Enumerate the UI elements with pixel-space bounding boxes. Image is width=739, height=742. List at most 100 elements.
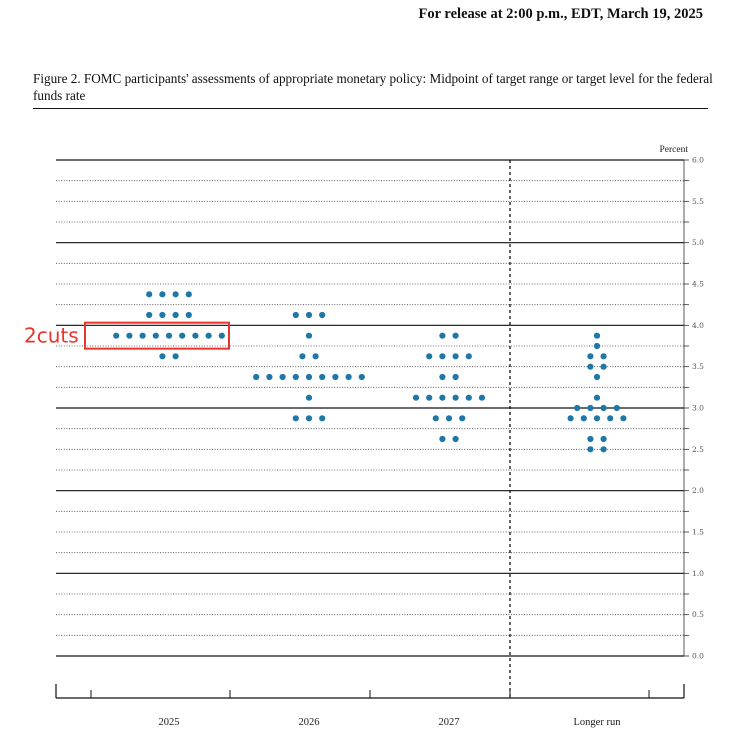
dot-longer-run [600,363,607,370]
dot-2025 [192,332,199,339]
caption-rule [33,108,708,109]
y-axis-unit-label: Percent [660,145,689,155]
y-tick-label: 2.5 [692,445,704,454]
dot-2025 [126,332,133,339]
dot-2027 [452,332,459,339]
dots-layer [113,291,627,453]
dot-longer-run [587,363,594,370]
dot-2025 [146,311,153,319]
dot-longer-run [593,373,601,381]
dot-2025 [159,311,166,319]
dot-2026 [305,332,313,339]
dot-2026 [253,373,260,381]
y-tick-label: 5.0 [692,238,704,247]
figure-caption: Figure 2. FOMC participants' assessments… [33,71,713,103]
dot-2025 [172,311,179,319]
dot-2025 [159,353,166,360]
dot-2025 [146,291,153,298]
y-tick-label: 5.5 [692,197,704,206]
dot-2025 [205,332,212,339]
dot-2027 [465,353,472,360]
dot-longer-run [600,404,607,412]
dot-longer-run [620,415,627,422]
dot-longer-run [607,415,614,422]
dot-2025 [152,332,159,339]
dot-longer-run [593,342,601,350]
dot-2027 [459,415,466,422]
annotation-label: 2cuts [24,324,79,348]
dot-longer-run [580,415,587,422]
dot-2025 [185,291,192,298]
y-tick-label: 4.0 [692,321,704,330]
dot-2027 [426,353,433,360]
dot-2026 [305,415,313,422]
dot-2027 [478,394,486,401]
dot-2026 [299,353,306,360]
dot-2026 [305,394,313,401]
y-tick-label: 2.0 [692,486,704,495]
dot-2027 [426,394,433,401]
dot-2025 [165,332,173,339]
dot-2025 [179,332,186,339]
dot-2027 [465,394,472,401]
dot-longer-run [587,353,594,360]
dot-2026 [279,373,286,381]
dot-2026 [319,373,326,381]
dot-longer-run [587,404,594,412]
x-axis: 2025 2026 2027 Longer run [55,684,685,728]
y-tick-label: 0.5 [692,610,704,619]
x-category-label: 2025 [159,717,180,728]
dot-2025 [218,332,225,339]
y-tick-label: 1.0 [692,569,704,578]
dot-longer-run [613,404,620,412]
highlight-box [84,321,230,350]
dot-2027 [439,353,446,360]
dot-longer-run [567,415,574,422]
dot-longer-run [587,435,594,443]
dot-2026 [358,373,365,381]
dot-2025 [139,332,146,339]
dot-2026 [266,373,273,381]
dot-longer-run [600,446,607,453]
dot-2027 [452,373,459,381]
dot-2026 [345,373,352,381]
dot-longer-run [587,446,594,453]
dot-2026 [312,353,319,360]
dot-2026 [292,415,299,422]
dot-2027 [439,332,446,339]
dot-2027 [439,435,446,443]
y-tick-label: 4.5 [692,280,704,289]
y-axis-ticks: 6.0 5.5 5.0 4.5 4.0 3.5 3.0 2.5 2.0 1.5 1.0 0.5 0.0 [692,156,704,661]
y-tick-label: 3.5 [692,362,704,371]
dot-2026 [292,373,299,381]
dot-longer-run [593,394,601,401]
dot-longer-run [574,404,581,412]
dot-2026 [319,311,326,319]
y-tick-label: 1.5 [692,528,704,537]
dot-2027 [445,415,453,422]
dot-2027 [439,373,446,381]
gridlines [56,159,689,657]
dot-2027 [439,394,446,401]
dot-longer-run [600,353,607,360]
dot-2026 [305,373,313,381]
dot-2027 [452,353,459,360]
dot-2025 [172,291,179,298]
y-tick-label: 6.0 [692,156,704,165]
x-category-label: 2027 [439,717,460,728]
dot-2027 [452,435,459,443]
release-note: For release at 2:00 p.m., EDT, March 19,… [418,6,703,22]
dot-2027 [432,415,439,422]
y-tick-label: 0.0 [692,652,704,661]
dot-2025 [113,332,120,339]
dot-2026 [332,373,339,381]
dot-2026 [305,311,313,319]
dot-longer-run [593,332,601,339]
y-tick-label: 3.0 [692,404,704,413]
dot-2027 [452,394,459,401]
dot-2025 [159,291,166,298]
dot-longer-run [600,435,607,443]
x-category-label: Longer run [574,717,622,728]
x-category-label: 2026 [299,717,320,728]
